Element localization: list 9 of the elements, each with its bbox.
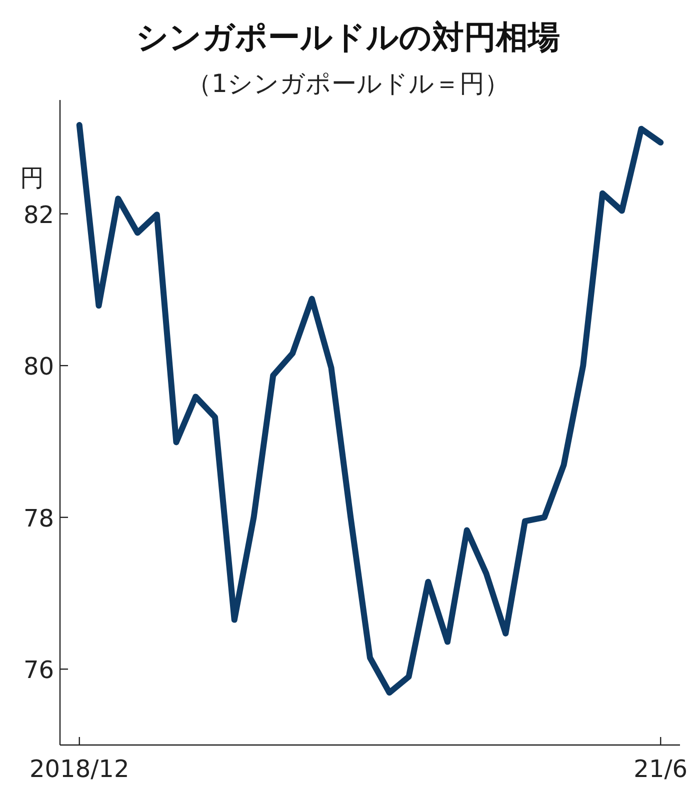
y-tick-label: 82 [23, 200, 54, 229]
y-tick-label: 80 [23, 352, 54, 381]
y-tick-label: 76 [23, 656, 54, 684]
chart-subtitle: （1シンガポールドル＝円） [186, 69, 510, 98]
x-tick-label: 2018/12 [30, 755, 130, 783]
y-axis-title: 円 [20, 164, 44, 192]
x-tick-label: 21/6 [634, 755, 688, 783]
y-tick-label: 78 [23, 504, 54, 532]
chart-title: シンガポールドルの対円相場 [136, 18, 560, 56]
